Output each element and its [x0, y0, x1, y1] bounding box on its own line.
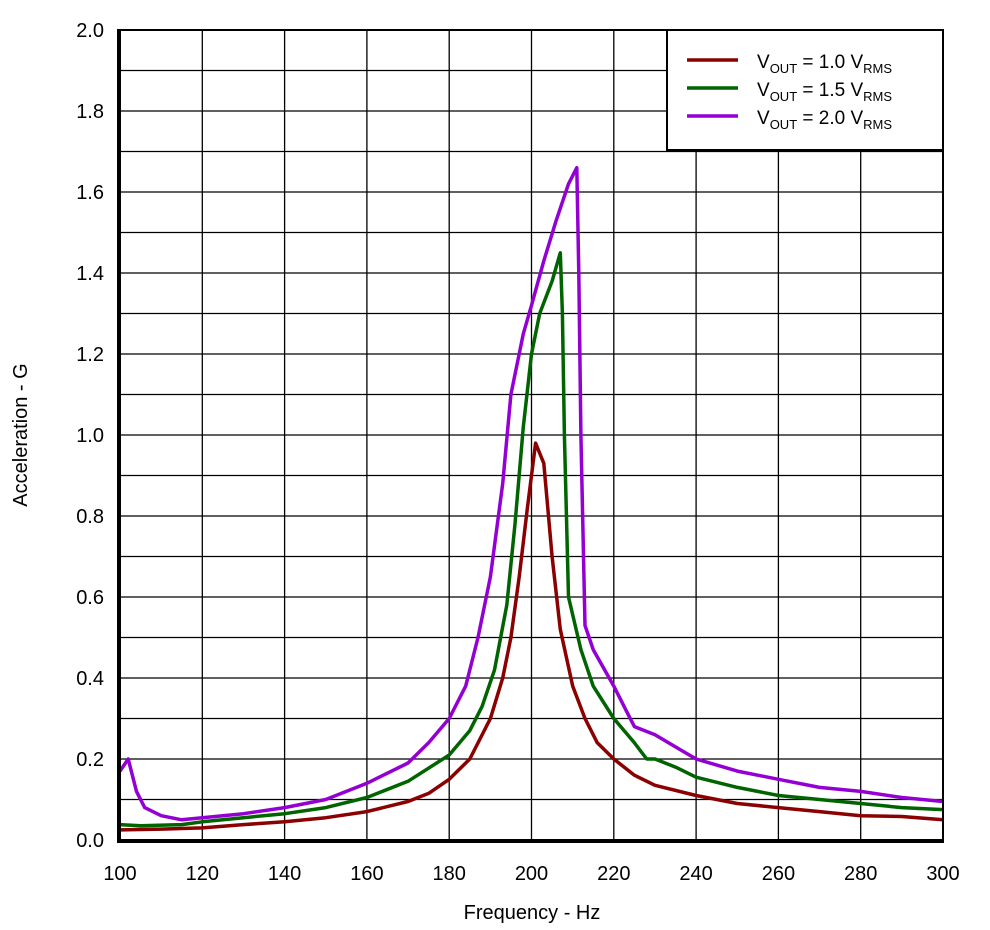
legend-label-3: VOUT = 2.0 VRMS [757, 108, 892, 132]
legend-text-part: OUT [770, 89, 798, 104]
series-line-2 [119, 251, 944, 828]
x-tick-label: 160 [350, 863, 383, 885]
legend-text-part: RMS [863, 117, 892, 132]
tick-labels: 100 120 140 160 180 200 220 240 260 280 300 0.0 0.2 0… [76, 20, 960, 885]
y-tick-label: 1.8 [76, 101, 104, 123]
x-tick-label: 100 [103, 863, 136, 885]
legend-text-part: OUT [770, 61, 798, 76]
x-tick-label: 180 [433, 863, 466, 885]
x-tick-label: 220 [597, 863, 630, 885]
grid [120, 30, 943, 840]
legend-text-part: V [757, 108, 770, 129]
y-tick-label: 0.0 [76, 830, 104, 852]
legend-text-part: V [757, 52, 770, 73]
x-tick-label: 260 [762, 863, 795, 885]
x-tick-label: 120 [186, 863, 219, 885]
x-tick-label: 280 [844, 863, 877, 885]
legend-text-part: OUT [770, 117, 798, 132]
y-tick-label: 0.2 [76, 749, 104, 771]
legend-text-part: V [757, 80, 770, 101]
x-tick-label: 240 [679, 863, 712, 885]
y-tick-label: 0.8 [76, 506, 104, 528]
legend-text-part: RMS [863, 61, 892, 76]
series-line-1 [119, 441, 944, 832]
x-axis-label: Frequency - Hz [464, 902, 601, 924]
series-lines [118, 165, 944, 832]
y-tick-label: 0.4 [76, 668, 104, 690]
legend-text-part: RMS [863, 89, 892, 104]
y-tick-label: 1.6 [76, 182, 104, 204]
y-tick-label: 1.2 [76, 344, 104, 366]
y-tick-label: 1.4 [76, 263, 104, 285]
legend-box [666, 29, 944, 151]
x-tick-label: 140 [268, 863, 301, 885]
legend-text-part: = 2.0 V [797, 108, 863, 129]
y-axis-label: Acceleration - G [10, 363, 32, 506]
y-tick-label: 2.0 [76, 20, 104, 42]
y-tick-label: 0.6 [76, 587, 104, 609]
legend-label-1: VOUT = 1.0 VRMS [757, 52, 892, 76]
legend-label-2: VOUT = 1.5 VRMS [757, 80, 892, 104]
legend-text-part: = 1.0 V [797, 52, 863, 73]
legend-text-part: = 1.5 V [797, 80, 863, 101]
y-tick-label: 1.0 [76, 425, 104, 447]
series-line-3 [118, 165, 944, 822]
x-tick-label: 200 [515, 863, 548, 885]
x-tick-label: 300 [926, 863, 959, 885]
